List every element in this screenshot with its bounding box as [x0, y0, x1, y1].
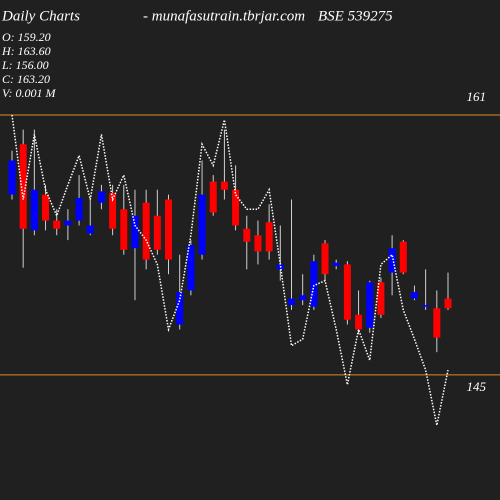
candle-body: [176, 292, 184, 325]
ohlc-info: H: 163.60: [1, 44, 51, 58]
y-tick-label: 161: [467, 89, 487, 104]
candle-body: [109, 192, 117, 229]
candle-body: [64, 220, 72, 226]
candle-body: [165, 199, 173, 260]
candle-body: [377, 282, 385, 315]
candle-body: [153, 215, 161, 250]
candle-body: [366, 282, 374, 328]
candle-body: [355, 314, 363, 330]
candle-body: [287, 298, 295, 306]
candle-body: [8, 160, 16, 195]
candle-body: [265, 222, 273, 252]
y-tick-label: 145: [467, 379, 487, 394]
candle-body: [243, 228, 251, 242]
candle-body: [42, 194, 50, 221]
ohlc-info: L: 156.00: [1, 58, 49, 72]
candle-body: [209, 181, 217, 213]
candle-body: [86, 225, 94, 234]
candle-body: [220, 181, 228, 190]
chart-subtitle: - munafasutrain.tbrjar.com: [143, 8, 305, 24]
candle-body: [410, 292, 418, 299]
candle-body: [254, 235, 262, 252]
symbol: BSE 539275: [318, 8, 393, 24]
price-line: [11, 114, 449, 426]
candle-body: [332, 262, 340, 267]
candle-body: [388, 248, 396, 273]
candle-body: [120, 209, 128, 250]
candle-body: [232, 189, 240, 226]
ohlc-info: C: 163.20: [2, 72, 50, 86]
candle-body: [433, 308, 441, 338]
candle-body: [310, 261, 318, 307]
candle-body: [142, 202, 150, 260]
candle-body: [19, 144, 27, 229]
candle-body: [399, 241, 407, 273]
candle-body: [75, 197, 83, 221]
ohlc-info: O: 159.20: [2, 30, 51, 44]
candle-body: [30, 189, 38, 231]
candle-body: [422, 305, 430, 307]
candle-body: [343, 264, 351, 320]
candle-body: [53, 220, 61, 229]
ohlc-info: V: 0.001 M: [2, 86, 57, 100]
candle-body: [198, 194, 206, 255]
candle-body: [97, 191, 105, 203]
chart-title: Daily Charts: [1, 8, 80, 24]
candle-body: [131, 215, 139, 249]
candle-body: [187, 244, 195, 291]
candle-body: [299, 295, 307, 301]
candle-body: [444, 298, 452, 309]
candle-body: [321, 243, 329, 275]
